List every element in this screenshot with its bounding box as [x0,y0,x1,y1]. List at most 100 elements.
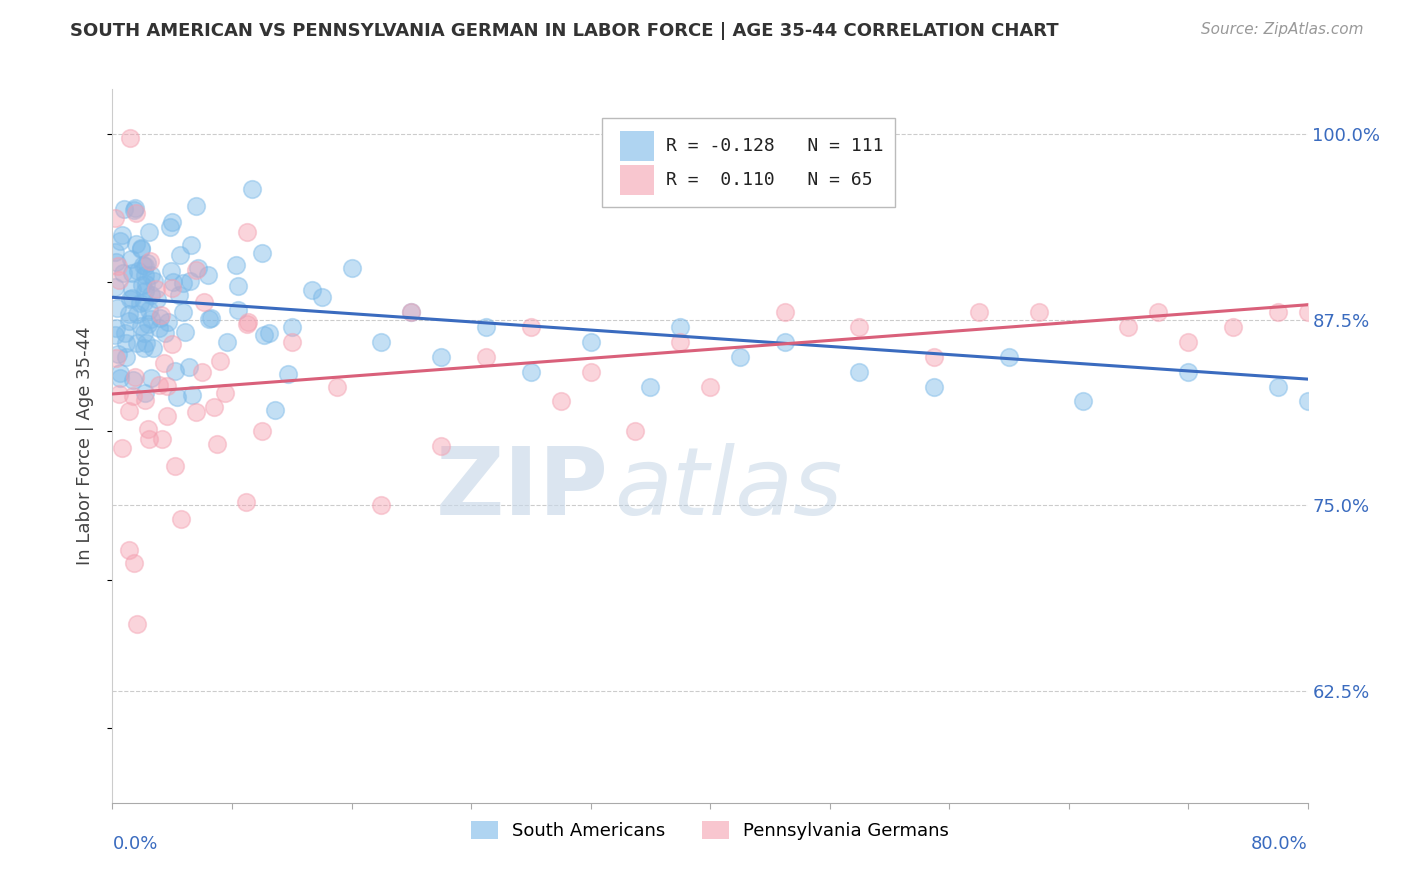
Point [160,215,183,229]
Point [579,334,602,349]
Point [1073,394,1095,409]
Point [214,386,236,401]
Point [129,296,152,310]
Point [134,285,156,299]
Point [1118,320,1140,334]
Text: Source: ZipAtlas.com: Source: ZipAtlas.com [1201,22,1364,37]
Point [125,336,148,351]
Point [135,277,157,291]
Point [120,292,142,306]
Point [142,341,165,355]
Point [281,334,304,349]
Point [129,242,152,256]
Point [148,378,170,392]
Point [180,238,202,252]
Point [170,512,193,526]
Point [129,319,152,334]
Point [370,499,392,513]
Point [139,371,162,385]
Point [301,283,323,297]
Point [118,307,141,321]
Point [124,201,146,215]
Point [1028,305,1050,319]
Point [922,350,945,364]
Text: 80.0%: 80.0% [1251,835,1308,853]
Point [207,436,229,450]
Point [191,365,214,379]
Point [149,311,172,326]
Point [1147,305,1170,319]
Point [180,388,202,402]
Point [131,277,153,292]
Point [640,379,662,393]
Point [430,350,453,364]
Point [773,334,796,349]
Point [773,305,796,319]
Point [107,273,129,287]
Point [848,365,870,379]
Point [520,320,543,334]
Point [134,268,156,282]
Point [121,266,143,280]
Point [401,305,423,319]
Point [325,379,347,393]
Point [132,341,155,355]
Text: ZIP: ZIP [436,442,609,535]
Point [150,308,173,322]
Point [550,394,572,409]
Point [124,369,146,384]
Point [146,293,169,307]
Point [699,379,721,393]
Point [250,424,273,438]
Point [162,275,184,289]
Point [141,288,163,302]
Point [138,432,160,446]
Point [145,282,167,296]
Point [156,409,179,424]
Point [157,314,180,328]
Point [922,379,945,393]
Point [253,327,276,342]
Point [160,264,183,278]
Point [131,258,153,272]
Point [193,294,215,309]
Point [967,305,990,319]
Point [108,366,131,380]
Text: atlas: atlas [614,443,842,534]
Text: SOUTH AMERICAN VS PENNSYLVANIA GERMAN IN LABOR FORCE | AGE 35-44 CORRELATION CHA: SOUTH AMERICAN VS PENNSYLVANIA GERMAN IN… [70,22,1059,40]
Point [104,211,127,226]
Point [134,260,156,274]
Point [132,295,155,310]
Point [138,253,160,268]
Point [108,371,131,385]
Point [197,311,219,326]
Point [159,220,181,235]
Point [250,245,273,260]
Text: 0.0%: 0.0% [112,835,157,853]
Point [114,202,136,216]
Point [401,305,423,319]
Point [226,278,249,293]
Point [125,206,148,220]
Point [135,335,157,350]
Point [174,325,197,339]
Point [124,202,146,217]
Point [125,237,148,252]
Point [1222,320,1244,334]
Point [129,241,152,255]
Point [105,321,128,335]
Point [153,356,176,370]
Point [235,494,257,508]
Point [115,336,138,351]
Point [121,282,143,296]
Point [120,252,142,267]
Point [122,373,145,387]
Point [160,336,183,351]
Point [114,326,136,341]
Text: R =  0.110   N = 65: R = 0.110 N = 65 [666,171,873,189]
Point [150,432,173,446]
Point [122,389,145,403]
Point [141,311,163,326]
Point [520,365,543,379]
Point [107,347,129,361]
